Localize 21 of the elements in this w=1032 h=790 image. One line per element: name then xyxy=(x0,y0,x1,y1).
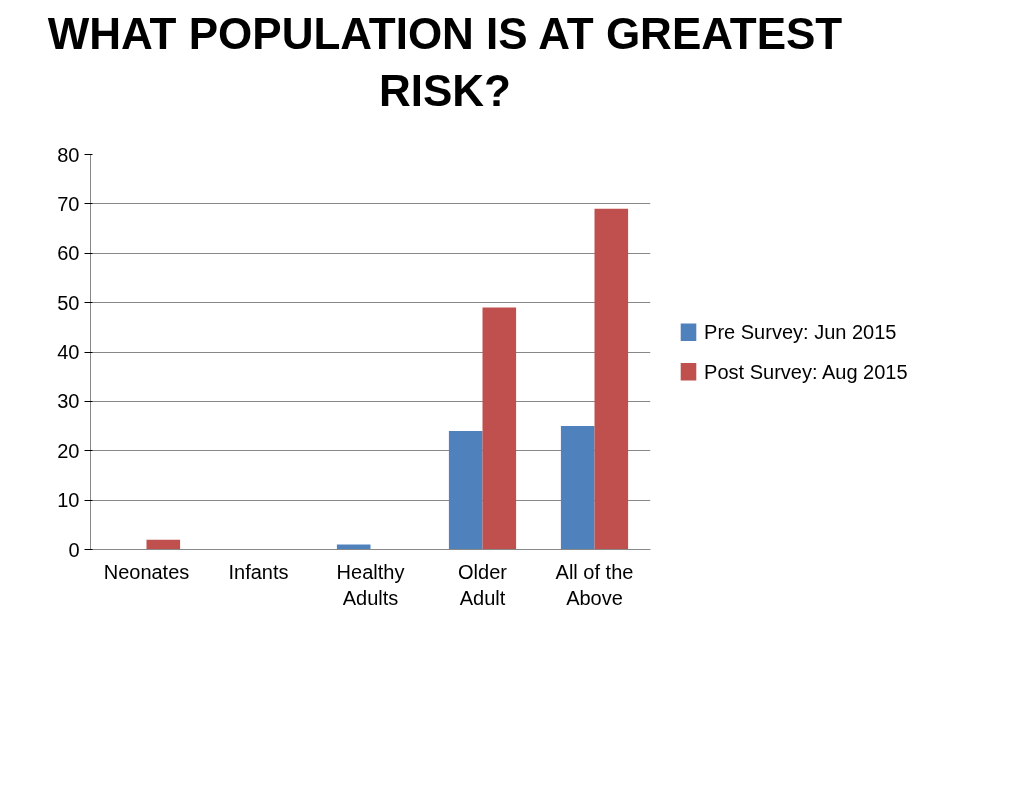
x-tick-label: Older Adult xyxy=(458,560,508,610)
bar xyxy=(560,426,595,550)
chart-title: WHAT POPULATION IS AT GREATEST RISK? xyxy=(46,8,844,118)
y-tick-label: 70 xyxy=(57,193,80,216)
legend-label: Pre Survey: Jun 2015 xyxy=(704,321,897,344)
bar xyxy=(448,431,483,550)
y-tick-label: 50 xyxy=(57,292,80,314)
x-tick-label: Infants xyxy=(228,560,289,583)
y-tick-label: 40 xyxy=(57,341,80,364)
y-tick-label: 30 xyxy=(57,390,80,413)
x-tick-label: All of the Above xyxy=(555,560,634,610)
y-tick-label: 20 xyxy=(57,440,80,463)
bar xyxy=(482,307,517,550)
x-tick-label: Neonates xyxy=(103,560,190,583)
y-tick-label: 10 xyxy=(57,489,80,512)
x-tick-label: Healthy Adults xyxy=(336,560,405,610)
y-tick-label: 80 xyxy=(57,143,80,166)
bar xyxy=(594,209,629,550)
y-tick-label: 0 xyxy=(68,538,80,561)
legend-label: Post Survey: Aug 2015 xyxy=(704,361,908,384)
y-tick-label: 60 xyxy=(57,242,80,265)
